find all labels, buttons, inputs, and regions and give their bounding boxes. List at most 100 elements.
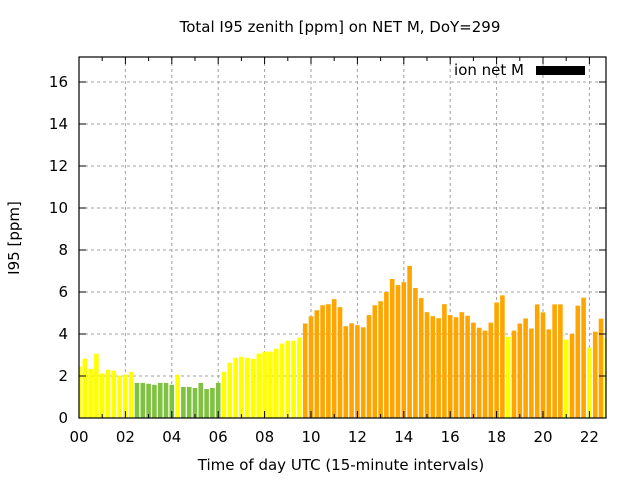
y-tick-label: 12	[49, 157, 68, 175]
plot-frame	[78, 56, 607, 419]
bar	[465, 315, 470, 418]
bar	[558, 304, 563, 418]
y-tick-label: 8	[58, 241, 68, 259]
bar	[239, 356, 244, 418]
bar	[134, 382, 140, 418]
bar	[389, 278, 395, 418]
bar	[250, 358, 256, 418]
bar	[552, 304, 557, 418]
bar	[169, 384, 175, 418]
bar	[186, 386, 192, 418]
x-tick-label: 16	[441, 428, 460, 446]
y-tick-label: 16	[49, 73, 68, 91]
bar	[94, 353, 99, 418]
bar	[99, 373, 105, 418]
bar	[79, 366, 82, 418]
x-tick-label: 20	[533, 428, 552, 446]
bar	[302, 323, 308, 418]
bar	[546, 329, 552, 418]
bar	[598, 318, 604, 418]
y-tick-label: 4	[58, 325, 68, 343]
bar	[204, 389, 209, 418]
bar	[494, 302, 499, 418]
bar	[529, 328, 534, 418]
bar	[563, 339, 569, 418]
bar	[215, 382, 221, 418]
bar	[111, 370, 117, 418]
bar	[221, 371, 227, 418]
bar	[360, 327, 366, 418]
bar	[337, 307, 343, 418]
bar	[256, 353, 262, 418]
bar	[378, 301, 383, 418]
bar	[488, 322, 494, 418]
bar	[534, 304, 540, 418]
y-tick-label: 10	[49, 199, 68, 217]
bar	[146, 383, 151, 418]
bar	[82, 358, 88, 418]
y-tick-label: 2	[58, 367, 68, 385]
bar	[285, 340, 291, 418]
bar	[372, 305, 378, 418]
bar	[453, 317, 459, 418]
bar	[88, 368, 93, 418]
bar	[459, 312, 465, 418]
bar	[331, 299, 337, 418]
bar	[476, 327, 482, 418]
y-tick-labels: 0 2 4 6 8 10 12 14 16	[49, 73, 68, 427]
x-tick-label: 18	[487, 428, 506, 446]
bar	[349, 323, 354, 418]
bar	[471, 322, 476, 418]
bar	[279, 343, 285, 418]
bar	[413, 288, 418, 418]
legend: ion net M	[454, 61, 585, 79]
bar	[575, 305, 581, 418]
bar	[297, 337, 302, 418]
bar	[505, 336, 511, 418]
bar	[540, 312, 546, 418]
bar	[395, 285, 401, 418]
bars	[79, 265, 606, 418]
bar	[314, 310, 320, 418]
bar	[592, 331, 598, 418]
bar	[244, 357, 250, 418]
bar	[117, 375, 122, 418]
bar	[482, 330, 488, 418]
bar	[320, 305, 325, 418]
chart-title: Total I95 zenith [ppm] on NET M, DoY=299	[179, 18, 501, 36]
x-tick-label: 10	[301, 428, 320, 446]
x-tick-label: 14	[394, 428, 413, 446]
x-tick-label: 08	[255, 428, 274, 446]
bar	[366, 315, 372, 418]
bar	[128, 371, 134, 418]
bar	[210, 387, 215, 418]
y-tick-label: 0	[58, 409, 68, 427]
bar	[581, 297, 586, 418]
bar	[308, 316, 314, 418]
bar	[384, 292, 389, 418]
bar	[105, 369, 111, 418]
bar	[198, 382, 204, 418]
bar	[152, 384, 157, 418]
ticks	[78, 57, 606, 419]
bar	[442, 304, 447, 418]
x-tick-label: 04	[162, 428, 181, 446]
bar	[268, 351, 273, 418]
bar	[175, 374, 180, 418]
legend-swatch	[536, 66, 585, 75]
bar	[569, 333, 575, 418]
y-axis-label: I95 [ppm]	[5, 201, 23, 275]
bar	[401, 282, 407, 418]
bar	[227, 362, 233, 418]
bar	[511, 330, 517, 418]
bar	[523, 318, 528, 418]
bar	[192, 387, 198, 418]
bar	[163, 382, 169, 418]
bar	[157, 382, 163, 418]
bar	[273, 348, 279, 418]
bar	[233, 357, 238, 418]
bar	[262, 351, 267, 418]
x-tick-label: 06	[209, 428, 228, 446]
bar	[517, 323, 523, 418]
bar	[436, 318, 441, 418]
